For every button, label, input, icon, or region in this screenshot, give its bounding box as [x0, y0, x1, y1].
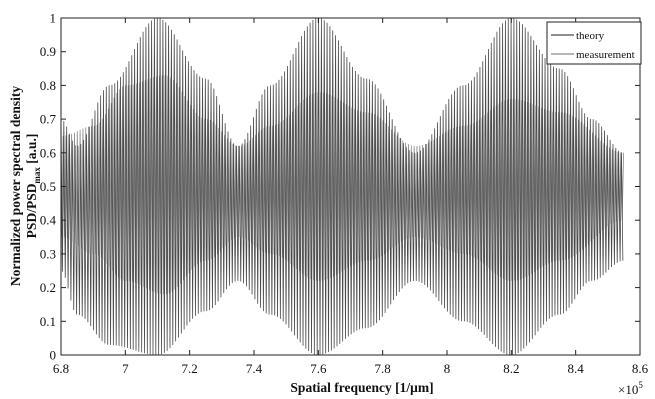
y-axis-title-unit: [a.u.] [24, 134, 39, 167]
x-tick-label-7: 8.2 [503, 361, 519, 376]
x-tick-label-3: 7.4 [246, 361, 263, 376]
series-layer [60, 17, 624, 355]
x-tick-label-6: 8 [444, 361, 451, 376]
legend-label-theory: theory [576, 30, 605, 42]
legend: theory measurement [546, 21, 642, 65]
y-tick-label-8: 0.8 [40, 78, 56, 93]
y-tick-label-1: 0.1 [40, 314, 56, 329]
x-tick-label-0: 6.8 [53, 361, 69, 376]
x-tick-label-2: 7.2 [182, 361, 198, 376]
y-tick-label-4: 0.4 [40, 213, 57, 228]
y-tick-label-3: 0.3 [40, 246, 56, 261]
x-tick-label-9: 8.6 [632, 361, 649, 376]
y-tick-label-6: 0.6 [40, 145, 57, 160]
legend-label-measurement: measurement [576, 49, 635, 61]
legend-box [546, 21, 642, 65]
ticks-layer: 6.8 7 7.2 7.4 7.6 7.8 8 8.2 8.4 8.6 0 0.1 0.2 0.3 0.4 0… [40, 11, 649, 377]
y-tick-label-9: 0.9 [40, 44, 56, 59]
x-tick-label-5: 7.8 [375, 361, 391, 376]
y-axis-title-group: Normalized power spectral density PSD/PS… [8, 86, 42, 287]
y-tick-label-7: 0.7 [40, 112, 57, 127]
y-tick-label-0: 0 [50, 348, 57, 363]
x-multiplier-base: ×10 [618, 382, 638, 397]
y-axis-title-line1: Normalized power spectral density [8, 86, 23, 287]
x-multiplier-exponent: 5 [638, 380, 643, 390]
x-tick-label-8: 8.4 [568, 361, 585, 376]
y-tick-label-2: 0.2 [40, 280, 56, 295]
x-tick-label-1: 7 [122, 361, 129, 376]
y-axis-title-main: PSD/PSD [24, 183, 39, 238]
x-axis-title: Spatial frequency [1/μm] [290, 380, 433, 395]
y-axis-title-subscript: max [32, 167, 42, 184]
y-tick-label-10: 1 [50, 11, 57, 26]
x-tick-label-4: 7.6 [310, 361, 327, 376]
x-multiplier: ×105 [618, 380, 643, 397]
y-axis-title-line2: PSD/PSDmax [a.u.] [24, 134, 42, 239]
y-tick-label-5: 0.5 [40, 179, 56, 194]
series-line-theory [60, 17, 624, 355]
